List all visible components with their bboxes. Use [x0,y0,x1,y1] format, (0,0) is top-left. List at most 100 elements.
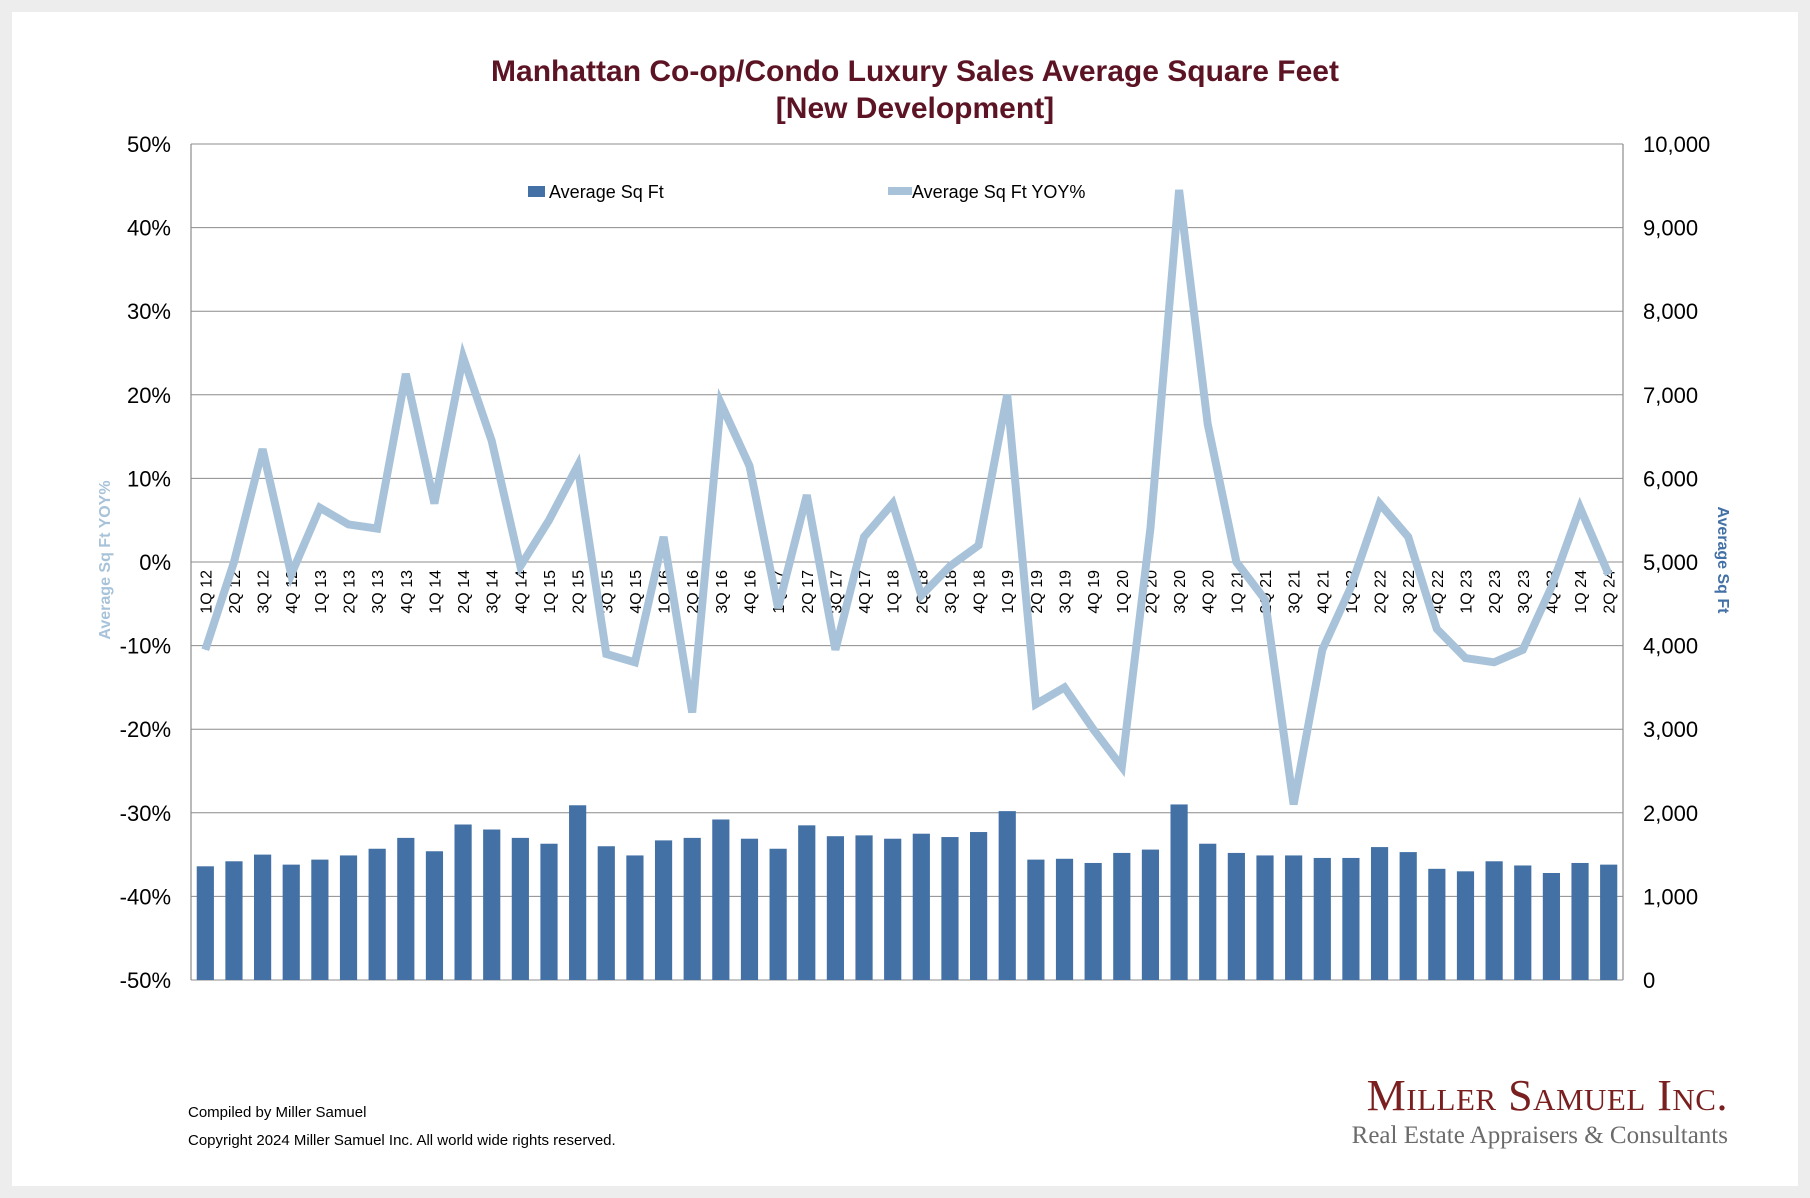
yoy-point [376,528,378,530]
yoy-point [1092,728,1094,730]
yoy-point [233,561,235,563]
yoy-point [1235,561,1237,563]
yoy-point [204,649,206,651]
chart-title: Manhattan Co-op/Condo Luxury Sales Avera… [491,55,1339,88]
legend-swatch-bar [528,186,545,197]
x-tick-label: 1Q 19 [1000,570,1017,614]
x-tick-label: 2Q 13 [342,570,359,614]
line-series [201,189,1613,806]
yoy-point [1464,657,1466,659]
legend-label-bar: Average Sq Ft [549,182,664,202]
x-tick-label: 1Q 18 [886,570,903,614]
yoy-point [1149,528,1151,530]
x-tick-label: 2Q 16 [685,570,702,614]
bar [597,846,615,980]
x-tick-label: 4Q 20 [1201,570,1218,614]
yoy-point [462,356,464,358]
yoy-point [577,465,579,467]
company-logo-tagline: Real Estate Appraisers & Consultants [1351,1122,1728,1149]
bar [884,838,902,980]
x-tick-label: 3Q 21 [1287,570,1304,614]
x-tick-label: 3Q 17 [828,570,845,614]
left-axis-ticks: 50% 40% 30% 20% 10% 0% -10% -20% -30% -40% -50% [120,132,171,993]
x-tick-label: 4Q 14 [513,570,530,614]
chart-subtitle: [New Development] [776,92,1054,125]
right-tick-label: 0 [1643,968,1655,993]
bar [1342,857,1360,980]
x-tick-label: 4Q 22 [1430,570,1447,614]
right-axis-ticks: 10,000 9,000 8,000 7,000 6,000 5,000 4,000 3,00… [1643,132,1710,993]
bar [1141,849,1160,980]
yoy-point [720,402,722,404]
x-tick-label: 2Q 23 [1487,570,1504,614]
yoy-point [1379,502,1381,504]
right-tick-label: 7,000 [1643,383,1698,408]
left-tick-label: 0% [139,550,171,575]
x-tick-label: 1Q 20 [1115,570,1132,614]
right-tick-label: 8,000 [1643,299,1698,324]
x-tick-label: 2Q 17 [800,570,817,614]
right-tick-label: 5,000 [1643,550,1698,575]
yoy-point [920,594,922,596]
bar [740,838,759,980]
yoy-point [405,373,407,375]
x-tick-label: 3Q 14 [485,570,502,614]
right-tick-label: 2,000 [1643,801,1698,826]
yoy-point [806,494,808,496]
bar [654,840,673,980]
x-tick-label: 3Q 19 [1058,570,1075,614]
x-tick-label: 2Q 19 [1029,570,1046,614]
x-tick-label: 1Q 13 [313,570,330,614]
legend-label-line: Average Sq Ft YOY% [912,182,1085,202]
left-tick-label: 10% [127,466,171,491]
left-tick-label: -40% [120,884,171,909]
yoy-point [691,711,693,713]
bar [225,861,243,980]
bar [1370,847,1389,980]
bar [282,864,300,980]
bar [483,829,501,980]
x-tick-label: 1Q 14 [427,570,444,614]
yoy-point [548,519,550,521]
yoy-point [519,565,521,567]
bar [826,836,844,980]
yoy-point [433,502,435,504]
bar [912,833,930,980]
bar [855,835,873,980]
left-tick-label: 30% [127,299,171,324]
bar [712,819,730,980]
bar [1113,852,1131,980]
yoy-point [777,607,779,609]
x-tick-label: 2Q 15 [571,570,588,614]
x-tick-label: 3Q 23 [1516,570,1533,614]
right-tick-label: 9,000 [1643,216,1698,241]
yoy-point [348,523,350,525]
bar [1170,804,1188,980]
x-tick-label: 4Q 16 [742,570,759,614]
bar [1571,862,1589,980]
bar [1256,855,1274,980]
bar [1055,858,1074,980]
x-tick-label: 3Q 13 [370,570,387,614]
bar [1514,865,1532,980]
x-tick-label: 4Q 15 [628,570,645,614]
x-tick-label: 4Q 13 [399,570,416,614]
footer-compiled-by: Compiled by Miller Samuel [188,1104,367,1121]
yoy-point [1264,599,1266,601]
bar [511,837,529,980]
yoy-point [1207,423,1209,425]
left-axis-title: Average Sq Ft YOY% [97,480,114,639]
bar [683,837,701,980]
footer-copyright: Copyright 2024 Miller Samuel Inc. All wo… [188,1132,616,1149]
x-tick-label: 2Q 14 [456,570,473,614]
bar [368,848,386,980]
x-tick-label: 4Q 18 [972,570,989,614]
bar [254,854,272,980]
bar [454,824,472,980]
yoy-point [663,536,665,538]
bar [196,866,214,980]
yoy-point [634,661,636,663]
bar [798,825,816,980]
yoy-point [491,440,493,442]
yoy-point [1321,649,1323,651]
